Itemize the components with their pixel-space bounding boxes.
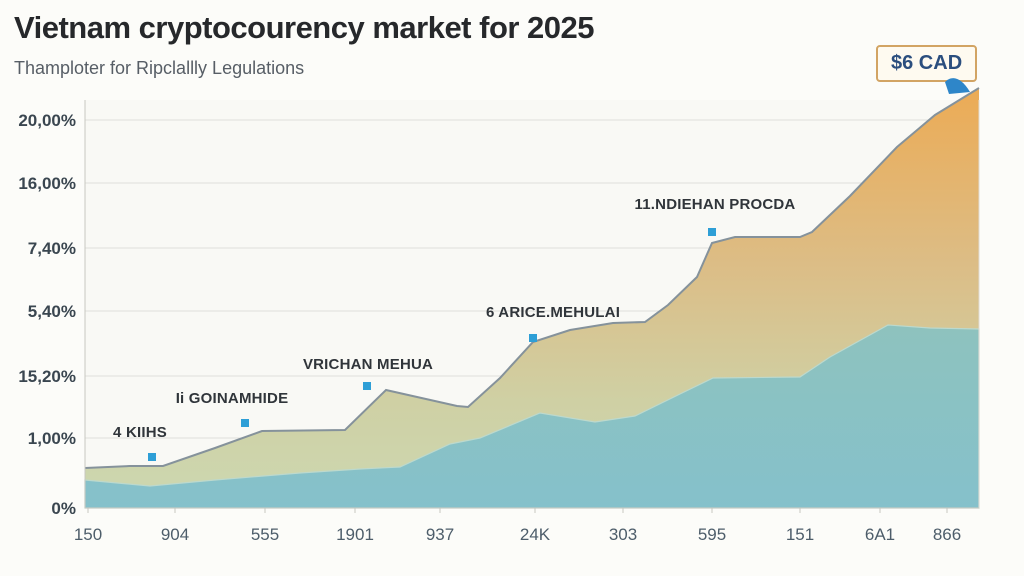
y-axis-label: 20,00% <box>18 111 76 130</box>
x-axis-label: 904 <box>161 525 189 544</box>
y-axis-label: 0% <box>51 499 76 518</box>
callout-pointer-icon <box>945 78 970 94</box>
x-axis-label: 555 <box>251 525 279 544</box>
data-point-label: 6 ARICE.MEHULAI <box>486 304 620 321</box>
x-axis-label: 151 <box>786 525 814 544</box>
data-point-label: 11.NDIEHAN PROCDA <box>635 196 796 213</box>
y-axis-label: 5,40% <box>28 302 76 321</box>
x-axis-label: 937 <box>426 525 454 544</box>
value-callout-badge: $6 CAD <box>876 45 978 82</box>
x-axis-label: 24K <box>520 525 551 544</box>
lower-series-area <box>84 324 980 509</box>
x-axis-label: 150 <box>74 525 102 544</box>
x-axis-label: 595 <box>698 525 726 544</box>
data-point-label: 4 KIIHS <box>113 424 167 441</box>
page-subtitle: Thamploter for Ripclallly Legulations <box>14 58 305 78</box>
y-axis-label: 7,40% <box>28 239 76 258</box>
y-axis-label: 16,00% <box>18 174 76 193</box>
data-point-marker <box>241 419 249 427</box>
y-axis-label: 1,00% <box>28 429 76 448</box>
data-point-marker <box>148 453 156 461</box>
x-axis-label: 1901 <box>336 525 374 544</box>
x-axis-label: 866 <box>933 525 961 544</box>
x-axis-label: 303 <box>609 525 637 544</box>
y-axis-label: 15,20% <box>18 367 76 386</box>
upper-series-line <box>84 87 980 469</box>
data-point-marker <box>708 228 716 236</box>
data-point-marker <box>363 382 371 390</box>
data-point-marker <box>529 334 537 342</box>
x-axis-label: 6A1 <box>865 525 895 544</box>
page-title: Vietnam cryptocourency market for 2025 <box>14 10 595 45</box>
data-point-label: Ii GOINAMHIDE <box>176 390 289 407</box>
data-point-label: VRICHAN MEHUA <box>303 356 433 373</box>
